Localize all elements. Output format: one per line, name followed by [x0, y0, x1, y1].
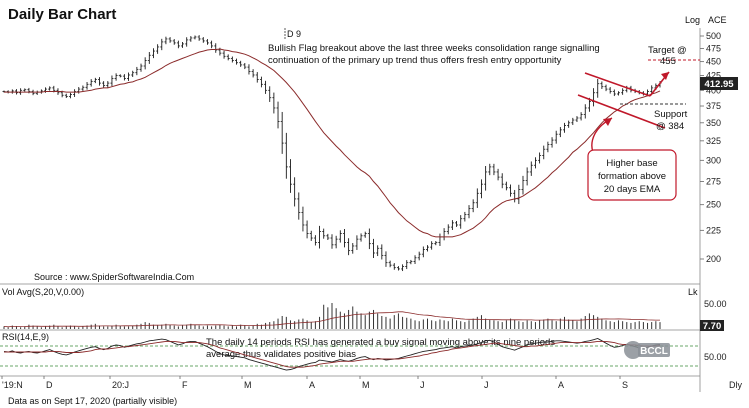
last-price-value: 412.95 — [704, 79, 734, 90]
x-tick-label: M — [244, 380, 252, 390]
x-tick-label: J — [484, 380, 489, 390]
price-tick-label: 225 — [706, 225, 721, 235]
higher-base-line2: formation above — [598, 171, 666, 182]
x-tick-label: A — [309, 380, 315, 390]
price-tick-label: 450 — [706, 57, 721, 67]
rsi-line — [3, 338, 661, 371]
rsi-average-line — [4, 340, 661, 368]
bullish-flag-line1: Bullish Flag breakout above the last thr… — [268, 43, 600, 54]
x-tick-label: Dly — [729, 380, 742, 390]
volume-label: Vol Avg(S,20,V,0.00) — [2, 287, 84, 297]
chart-title: Daily Bar Chart — [8, 6, 116, 23]
footer-note: Data as on Sept 17, 2020 (partially visi… — [8, 396, 177, 406]
price-tick-label: 500 — [706, 31, 721, 41]
bccl-logo: BCCL — [624, 341, 670, 359]
breakout-arrow-head — [661, 72, 669, 80]
last-price-badge — [700, 77, 738, 90]
price-tick-label: 200 — [706, 254, 721, 264]
target-value: 455 — [660, 56, 676, 67]
x-tick-label: '19:N — [2, 380, 23, 390]
volume-last-badge — [700, 320, 724, 331]
x-tick-label: F — [182, 380, 188, 390]
x-tick-label: D — [46, 380, 53, 390]
price-bars — [2, 35, 662, 272]
x-tick-label: J — [420, 380, 425, 390]
volume-average-line — [3, 311, 660, 328]
d9-marker: D 9 — [287, 29, 301, 39]
scale-label: Log — [685, 15, 700, 25]
higher-base-box — [587, 149, 677, 201]
ema-line — [4, 48, 661, 238]
price-tick-label: 250 — [706, 200, 721, 210]
price-tick-label: 400 — [706, 85, 721, 95]
x-tick-label: 20:J — [112, 380, 129, 390]
price-tick-label: 275 — [706, 176, 721, 186]
price-tick-label: 350 — [706, 118, 721, 128]
price-axis: 200 225 250 275 300 325 350 375 400 425 450 475 500 — [700, 31, 721, 264]
volume-tick: 50.00 — [704, 299, 727, 309]
volume-bars — [3, 303, 661, 329]
rsi-label: RSI(14,E,9) — [2, 332, 49, 342]
price-tick-label: 425 — [706, 71, 721, 81]
support-value: @ 384 — [656, 121, 684, 132]
volume-last-value: 7.70 — [703, 321, 722, 332]
x-tick-label: S — [622, 380, 628, 390]
volume-unit-label: Lk — [688, 287, 698, 297]
source-text: Source : www.SpiderSoftwareIndia.Com — [34, 272, 194, 282]
price-tick-label: 475 — [706, 43, 721, 53]
target-label: Target @ — [648, 45, 687, 56]
x-axis: '19:N D 20:J F M A M J J A S Dly — [1, 376, 742, 390]
price-tick-label: 375 — [706, 101, 721, 111]
ticker-label: ACE — [708, 15, 727, 25]
rsi-tick: 50.00 — [704, 352, 727, 362]
flag-channel — [577, 71, 670, 129]
price-tick-label: 325 — [706, 136, 721, 146]
bullish-flag-line2: continuation of the primary up trend thu… — [268, 55, 562, 66]
x-tick-label: M — [362, 380, 370, 390]
rsi-note-line1: The daily 14 periods RSI has generated a… — [206, 337, 555, 348]
x-tick-label: A — [558, 380, 564, 390]
price-tick-label: 300 — [706, 155, 721, 165]
higher-base-line3: 20 days EMA — [604, 184, 661, 195]
higher-base-line1: Higher base — [606, 158, 657, 169]
support-label: Support — [654, 109, 688, 120]
bccl-logo-text: BCCL — [640, 346, 668, 357]
rsi-note-line2: average thus validates positive bias — [206, 349, 356, 360]
higher-base-arrow-head — [603, 118, 612, 126]
